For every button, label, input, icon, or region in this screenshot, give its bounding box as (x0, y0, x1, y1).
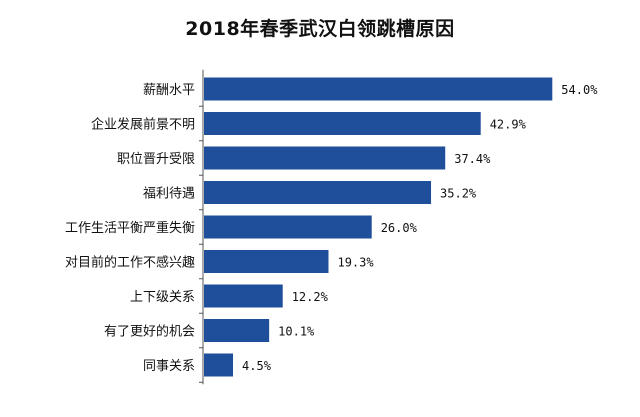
category-label: 对目前的工作不感兴趣 (65, 255, 195, 271)
chart-title: 2018年春季武汉白领跳槽原因 (185, 18, 455, 40)
data-label: 4.5% (242, 359, 272, 373)
data-label: 42.9% (490, 118, 527, 132)
bar-6 (204, 250, 329, 273)
data-label: 19.3% (337, 256, 374, 270)
bar-5 (204, 215, 372, 239)
bar-2 (204, 112, 481, 135)
data-label: 26.0% (381, 221, 418, 235)
category-label: 有了更好的机会 (104, 324, 195, 340)
bar-9 (204, 353, 234, 377)
category-label: 职位晋升受限 (117, 152, 195, 167)
category-label: 同事关系 (143, 359, 195, 374)
bar-8 (204, 319, 270, 342)
data-label: 35.2% (440, 187, 477, 201)
bar-1 (204, 77, 553, 101)
bar-7 (204, 284, 283, 308)
data-label: 37.4% (454, 152, 491, 166)
category-label: 工作生活平衡严重失衡 (65, 220, 195, 236)
category-label: 福利待遇 (143, 187, 195, 202)
bar-4 (204, 181, 432, 204)
category-label: 企业发展前景不明 (91, 117, 195, 133)
data-label: 54.0% (561, 83, 598, 97)
data-label: 10.1% (278, 325, 315, 339)
category-label: 上下级关系 (130, 290, 195, 305)
bar-3 (204, 146, 446, 170)
category-label: 薪酬水平 (143, 83, 195, 98)
data-label: 12.2% (292, 290, 329, 304)
